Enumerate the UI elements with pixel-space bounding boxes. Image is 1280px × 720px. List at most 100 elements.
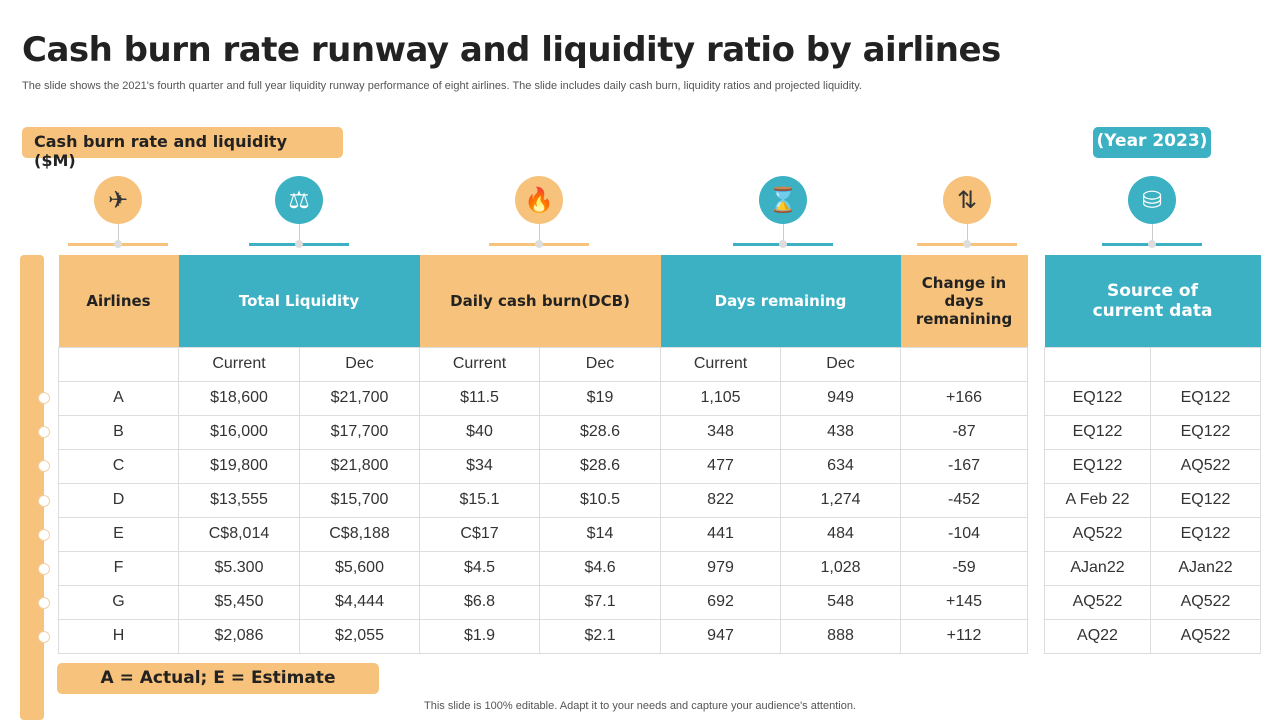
cell: 1,105	[660, 380, 782, 416]
scale-icon: ⚖	[275, 176, 323, 224]
cell: EQ122	[1044, 448, 1151, 484]
cell: $5.300	[178, 550, 300, 586]
cell: 348	[660, 414, 782, 450]
side-bar	[20, 255, 44, 720]
page-subtitle: The slide shows the 2021's fourth quarte…	[22, 80, 862, 92]
cell: AQ22	[1044, 618, 1151, 654]
cell: G	[58, 584, 179, 620]
cell: F	[58, 550, 179, 586]
table-row: AQ22 AQ522	[1044, 618, 1262, 654]
cell: C$17	[419, 516, 541, 552]
cell: 1,028	[780, 550, 902, 586]
cell: $14	[539, 516, 662, 552]
cell: EQ122	[1149, 380, 1262, 416]
cell: $7.1	[539, 584, 662, 620]
cell: C$8,188	[298, 516, 421, 552]
cell: 477	[660, 448, 782, 484]
cell: -104	[900, 516, 1029, 552]
cell: $2.1	[539, 618, 662, 654]
table-row: A $18,600 $21,700 $11.5 $19 1,105 949 +166	[58, 380, 1029, 416]
cell: $2,055	[298, 618, 421, 654]
cell: +145	[900, 584, 1029, 620]
table-row: D $13,555 $15,700 $15.1 $10.5 822 1,274 -452	[58, 482, 1029, 518]
cell: AQ522	[1149, 448, 1262, 484]
cell: EQ122	[1044, 414, 1151, 450]
table-row: C $19,800 $21,800 $34 $28.6 477 634 -167	[58, 448, 1029, 484]
page-title: Cash burn rate runway and liquidity rati…	[22, 30, 1001, 70]
cell: C$8,014	[178, 516, 300, 552]
cell: 484	[780, 516, 902, 552]
airplane-icon: ✈	[94, 176, 142, 224]
cell: $15.1	[419, 482, 541, 518]
cell: AJan22	[1044, 550, 1151, 586]
row-marker	[38, 392, 50, 404]
header-days-remaining: Days remaining	[660, 255, 901, 347]
cell: $15,700	[298, 482, 421, 518]
connector	[1152, 224, 1153, 244]
cell: H	[58, 618, 179, 654]
subheader-empty	[58, 346, 179, 382]
cell: $28.6	[539, 448, 662, 484]
fire-dollar-icon: 🔥	[515, 176, 563, 224]
table-row: EQ122 EQ122	[1044, 414, 1262, 450]
row-marker	[38, 426, 50, 439]
cell: AJan22	[1149, 550, 1262, 586]
cell: 979	[660, 550, 782, 586]
cell: $13,555	[178, 482, 300, 518]
cell: $4,444	[298, 584, 421, 620]
cell: $11.5	[419, 380, 541, 416]
cell: $40	[419, 414, 541, 450]
table-row: EQ122 AQ522	[1044, 448, 1262, 484]
cell: AQ522	[1044, 516, 1151, 552]
cell: -167	[900, 448, 1029, 484]
section-label: Cash burn rate and liquidity ($M)	[22, 127, 343, 170]
connector-dot	[295, 240, 303, 248]
subheader-dec: Dec	[298, 346, 421, 382]
cell: 692	[660, 584, 782, 620]
subheader-current: Current	[178, 346, 300, 382]
table-row: AJan22 AJan22	[1044, 550, 1262, 586]
cell: AQ522	[1044, 584, 1151, 620]
header-daily-cash-burn: Daily cash burn(DCB)	[419, 255, 661, 347]
table-row: A Feb 22 EQ122	[1044, 482, 1262, 518]
connector-dot	[114, 240, 122, 248]
connector-dot	[1148, 240, 1156, 248]
cell: 438	[780, 414, 902, 450]
legend-label: A = Actual; E = Estimate	[57, 663, 379, 694]
row-marker	[38, 494, 50, 507]
connector-dot	[779, 240, 787, 248]
row-marker	[38, 597, 50, 610]
cell: 947	[660, 618, 782, 654]
row-marker	[38, 460, 50, 473]
cell: A	[58, 380, 179, 416]
cell: $18,600	[178, 380, 300, 416]
subheader-current: Current	[660, 346, 782, 382]
table-row: EQ122 EQ122	[1044, 380, 1262, 416]
cell: 888	[780, 618, 902, 654]
table-row: E C$8,014 C$8,188 C$17 $14 441 484 -104	[58, 516, 1029, 552]
cell: $17,700	[298, 414, 421, 450]
cell: EQ122	[1149, 516, 1262, 552]
year-label: (Year 2023)	[1093, 127, 1211, 158]
connector	[118, 224, 119, 244]
cell: $1.9	[419, 618, 541, 654]
table-row: AQ522 EQ122	[1044, 516, 1262, 552]
cell: 548	[780, 584, 902, 620]
cell: $19	[539, 380, 662, 416]
cell: -59	[900, 550, 1029, 586]
connector	[783, 224, 784, 244]
subheader-empty	[1044, 346, 1151, 382]
subheader-empty	[900, 346, 1029, 382]
connector-dot	[963, 240, 971, 248]
cell: +166	[900, 380, 1029, 416]
cell: $2,086	[178, 618, 300, 654]
subheader-dec: Dec	[780, 346, 902, 382]
header-airlines: Airlines	[58, 255, 179, 347]
cell: $4.5	[419, 550, 541, 586]
cell: $5,600	[298, 550, 421, 586]
connector-dot	[535, 240, 543, 248]
footer-note: This slide is 100% editable. Adapt it to…	[424, 700, 856, 712]
liquidity-table: Airlines Total Liquidity Daily cash burn…	[58, 255, 1029, 654]
swap-arrows-icon: ⇅	[943, 176, 991, 224]
table-row: H $2,086 $2,055 $1.9 $2.1 947 888 +112	[58, 618, 1029, 654]
